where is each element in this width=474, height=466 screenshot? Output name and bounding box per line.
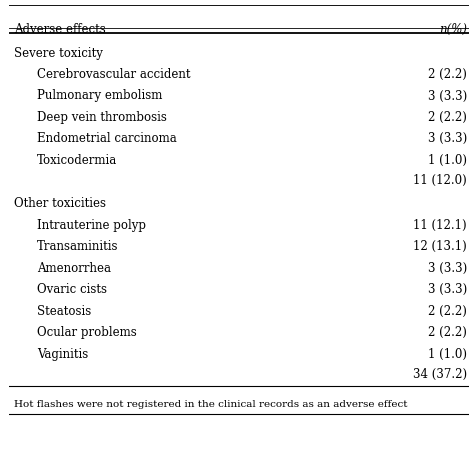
Text: 1 (1.0): 1 (1.0) bbox=[428, 154, 467, 167]
Text: Amenorrhea: Amenorrhea bbox=[37, 262, 111, 274]
Text: 3 (3.3): 3 (3.3) bbox=[428, 262, 467, 274]
Text: 11 (12.1): 11 (12.1) bbox=[413, 219, 467, 232]
Text: 2 (2.2): 2 (2.2) bbox=[428, 326, 467, 339]
Text: 3 (3.3): 3 (3.3) bbox=[428, 283, 467, 296]
Text: Hot flashes were not registered in the clinical records as an adverse effect: Hot flashes were not registered in the c… bbox=[14, 400, 408, 409]
Text: 1 (1.0): 1 (1.0) bbox=[428, 348, 467, 361]
Text: Intrauterine polyp: Intrauterine polyp bbox=[37, 219, 146, 232]
Text: n(%): n(%) bbox=[439, 23, 467, 36]
Text: 12 (13.1): 12 (13.1) bbox=[413, 240, 467, 253]
Text: 3 (3.3): 3 (3.3) bbox=[428, 132, 467, 145]
Text: 2 (2.2): 2 (2.2) bbox=[428, 111, 467, 124]
Text: 3 (3.3): 3 (3.3) bbox=[428, 89, 467, 103]
Text: Transaminitis: Transaminitis bbox=[37, 240, 118, 253]
Text: 2 (2.2): 2 (2.2) bbox=[428, 68, 467, 81]
Text: Deep vein thrombosis: Deep vein thrombosis bbox=[37, 111, 167, 124]
Text: Severe toxicity: Severe toxicity bbox=[14, 47, 103, 60]
Text: Endometrial carcinoma: Endometrial carcinoma bbox=[37, 132, 177, 145]
Text: Cerebrovascular accident: Cerebrovascular accident bbox=[37, 68, 191, 81]
Text: 34 (37.2): 34 (37.2) bbox=[413, 368, 467, 381]
Text: 11 (12.0): 11 (12.0) bbox=[413, 174, 467, 187]
Text: Adverse effects: Adverse effects bbox=[14, 23, 106, 36]
Text: Steatosis: Steatosis bbox=[37, 305, 91, 318]
Text: Other toxicities: Other toxicities bbox=[14, 197, 106, 210]
Text: Ocular problems: Ocular problems bbox=[37, 326, 137, 339]
Text: Pulmonary embolism: Pulmonary embolism bbox=[37, 89, 163, 103]
Text: Toxicodermia: Toxicodermia bbox=[37, 154, 118, 167]
Text: 2 (2.2): 2 (2.2) bbox=[428, 305, 467, 318]
Text: Vaginitis: Vaginitis bbox=[37, 348, 88, 361]
Text: Ovaric cists: Ovaric cists bbox=[37, 283, 107, 296]
